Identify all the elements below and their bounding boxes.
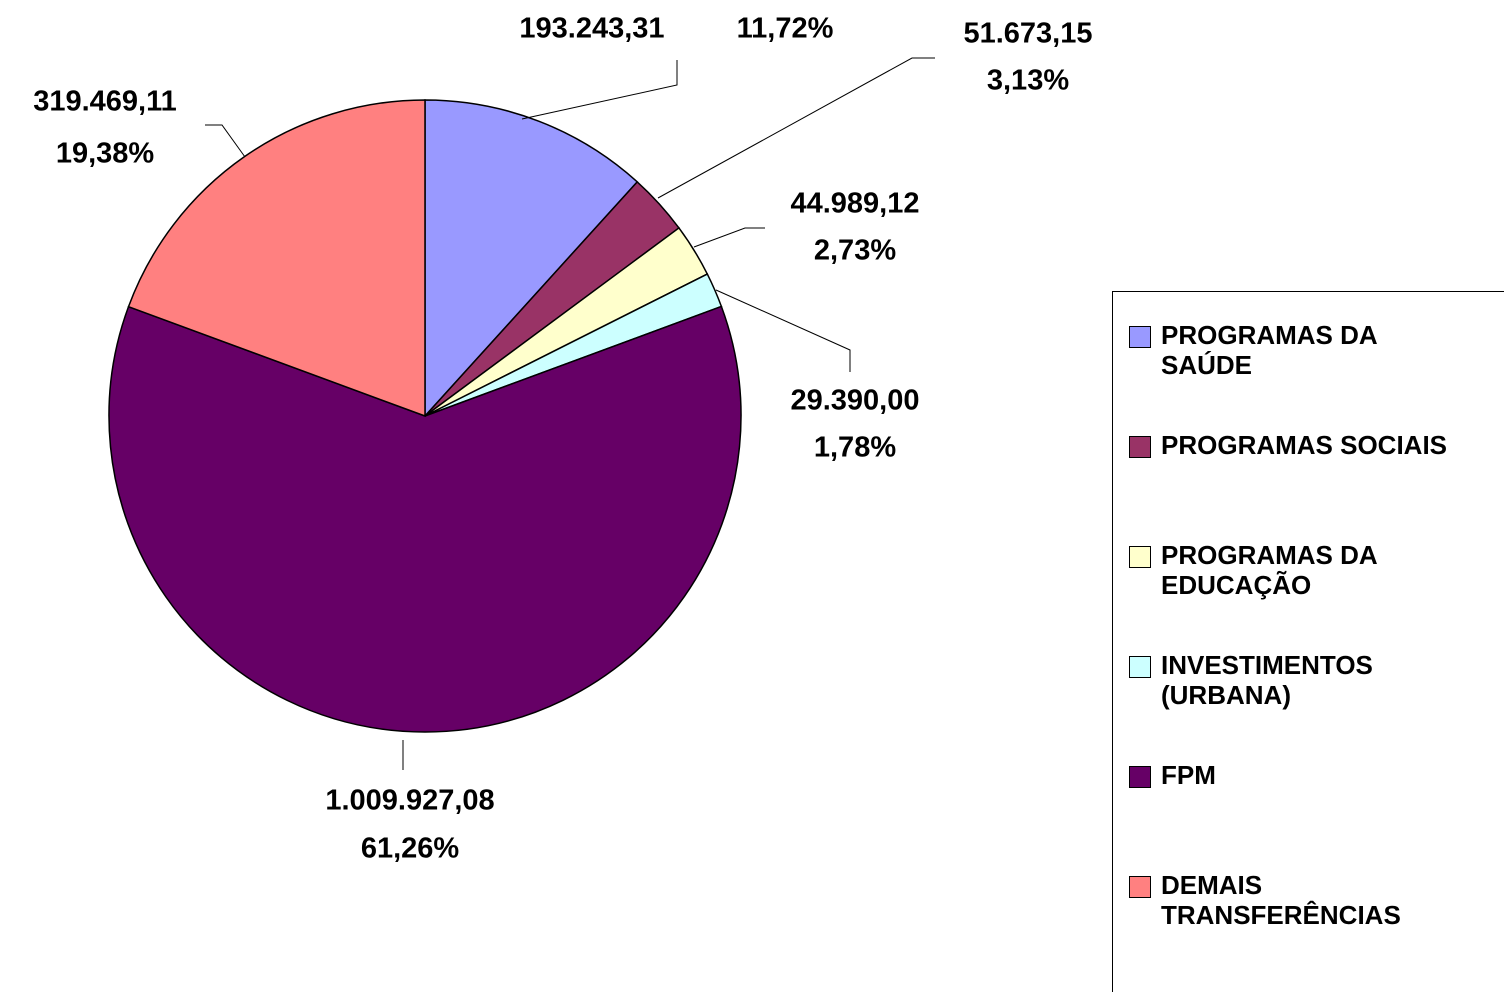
legend-label: PROGRAMAS DA SAÚDE <box>1161 320 1377 380</box>
percent-label: 1,78% <box>814 432 896 464</box>
leader-line <box>715 289 851 372</box>
legend-label: DEMAIS TRANSFERÊNCIAS <box>1161 870 1401 930</box>
chart: 193.243,31 11,72% 51.673,15 3,13% 44.989,12 2… <box>33 13 1092 865</box>
legend-label: FPM <box>1161 760 1216 790</box>
value-label: 193.243,31 <box>519 13 664 45</box>
legend-label: PROGRAMAS DA EDUCAÇÃO <box>1161 540 1377 600</box>
value-label: 51.673,15 <box>963 18 1092 50</box>
legend: PROGRAMAS DA SAÚDE PROGRAMAS SOCIAIS PROGR… <box>1112 291 1504 992</box>
percent-label: 11,72% <box>737 13 834 45</box>
legend-swatch <box>1129 876 1151 898</box>
value-label: 29.390,00 <box>790 385 919 417</box>
legend-swatch <box>1129 546 1151 568</box>
legend-item: PROGRAMAS DA SAÚDE <box>1129 320 1461 380</box>
legend-item: FPM <box>1129 760 1461 790</box>
legend-item: DEMAIS TRANSFERÊNCIAS <box>1129 870 1461 930</box>
pie-slice <box>424 99 639 418</box>
leader-line <box>205 124 246 158</box>
legend-swatch <box>1129 656 1151 678</box>
leader-line <box>521 60 678 120</box>
page: 193.243,31 11,72% 51.673,15 3,13% 44.989,12 2… <box>33 12 1504 992</box>
value-label: 44.989,12 <box>790 188 919 220</box>
value-label: 1.009.927,08 <box>325 785 494 817</box>
legend-item: PROGRAMAS DA EDUCAÇÃO <box>1129 540 1461 600</box>
value-label: 319.469,11 <box>33 86 177 118</box>
leader-line <box>657 57 935 199</box>
legend-swatch <box>1129 436 1151 458</box>
percent-label: 61,26% <box>361 833 460 865</box>
legend-swatch <box>1129 326 1151 348</box>
percent-label: 3,13% <box>987 65 1069 97</box>
leader-line <box>693 227 765 248</box>
percent-label: 19,38% <box>56 138 155 170</box>
legend-item: PROGRAMAS SOCIAIS <box>1129 430 1504 460</box>
legend-label: INVESTIMENTOS (URBANA) <box>1161 650 1373 710</box>
legend-label: PROGRAMAS SOCIAIS <box>1161 430 1448 460</box>
legend-item: INVESTIMENTOS (URBANA) <box>1129 650 1461 710</box>
percent-label: 2,73% <box>814 235 896 267</box>
legend-swatch <box>1129 766 1151 788</box>
pie-slice <box>108 305 742 733</box>
